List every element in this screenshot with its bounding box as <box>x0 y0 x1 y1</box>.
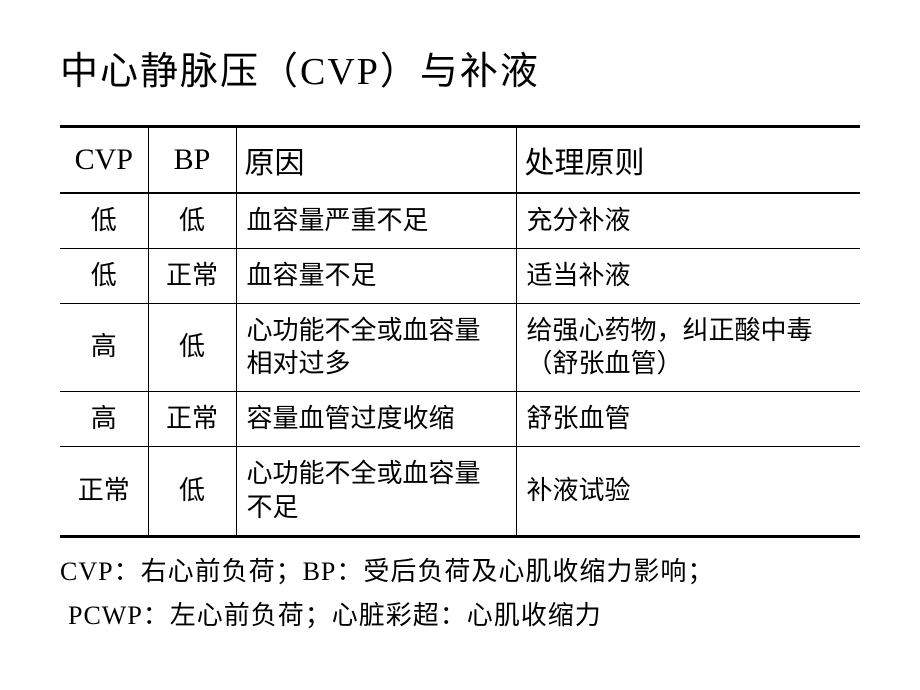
cell-bp: 低 <box>148 446 236 536</box>
cell-bp: 低 <box>148 193 236 248</box>
cell-treatment: 给强心药物，纠正酸中毒（舒张血管） <box>516 303 860 392</box>
footnote-line1: CVP：右心前负荷；BP：受后负荷及心肌收缩力影响； <box>60 550 860 594</box>
cell-cvp: 低 <box>60 193 148 248</box>
cell-treatment: 补液试验 <box>516 446 860 536</box>
cell-cvp: 正常 <box>60 446 148 536</box>
cell-bp: 低 <box>148 303 236 392</box>
footnote-line2: PCWP：左心前负荷；心脏彩超：心肌收缩力 <box>60 594 860 638</box>
header-treatment: 处理原则 <box>516 127 860 194</box>
table-row: 正常 低 心功能不全或血容量不足 补液试验 <box>60 446 860 536</box>
cell-treatment: 舒张血管 <box>516 392 860 447</box>
cell-cvp: 低 <box>60 248 148 303</box>
page-title: 中心静脉压（CVP）与补液 <box>60 40 860 95</box>
cell-reason: 血容量不足 <box>236 248 516 303</box>
cell-bp: 正常 <box>148 248 236 303</box>
cell-cvp: 高 <box>60 303 148 392</box>
cell-cvp: 高 <box>60 392 148 447</box>
table-row: 高 低 心功能不全或血容量相对过多 给强心药物，纠正酸中毒（舒张血管） <box>60 303 860 392</box>
table-row: 低 正常 血容量不足 适当补液 <box>60 248 860 303</box>
table-header-row: CVP BP 原因 处理原则 <box>60 127 860 194</box>
cell-reason: 心功能不全或血容量不足 <box>236 446 516 536</box>
header-bp: BP <box>148 127 236 194</box>
table-row: 低 低 血容量严重不足 充分补液 <box>60 193 860 248</box>
cell-treatment: 充分补液 <box>516 193 860 248</box>
cell-treatment: 适当补液 <box>516 248 860 303</box>
cvp-table: CVP BP 原因 处理原则 低 低 血容量严重不足 充分补液 低 正常 血容量… <box>60 125 860 538</box>
cell-reason: 心功能不全或血容量相对过多 <box>236 303 516 392</box>
table-row: 高 正常 容量血管过度收缩 舒张血管 <box>60 392 860 447</box>
cell-reason: 血容量严重不足 <box>236 193 516 248</box>
cell-bp: 正常 <box>148 392 236 447</box>
footnote: CVP：右心前负荷；BP：受后负荷及心肌收缩力影响； PCWP：左心前负荷；心脏… <box>60 550 860 638</box>
header-cvp: CVP <box>60 127 148 194</box>
header-reason: 原因 <box>236 127 516 194</box>
cell-reason: 容量血管过度收缩 <box>236 392 516 447</box>
